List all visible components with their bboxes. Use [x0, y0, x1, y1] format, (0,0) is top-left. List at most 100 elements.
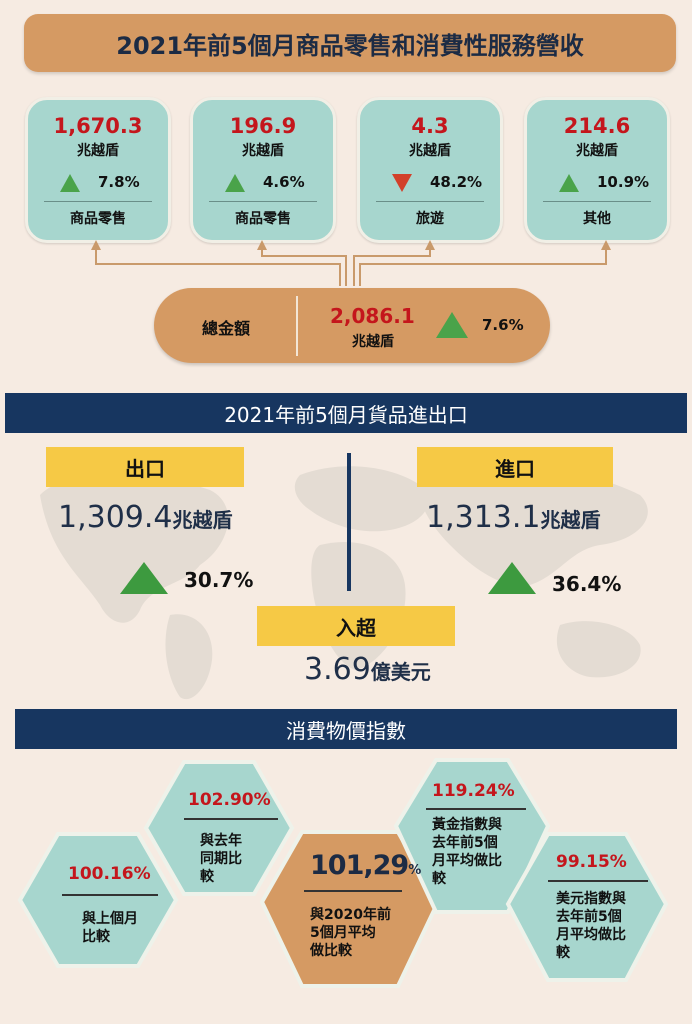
cpi-hexagons — [17, 758, 669, 988]
cpi-desc-usd: 美元指數與 去年前5個 月平均做比 較 — [556, 890, 626, 962]
cpi-divider — [426, 808, 526, 810]
cpi-desc-line: 與上個月 — [82, 911, 138, 927]
surplus-label: 入超 — [336, 615, 376, 640]
cpi-divider — [304, 890, 402, 892]
trade-divider — [347, 453, 351, 591]
cpi-desc-line: 黃金指數與 — [432, 817, 502, 833]
card-unit: 兆越盾 — [77, 143, 119, 159]
cpi-value-month: 100.16% — [68, 864, 151, 884]
cpi-desc-line: 美元指數與 — [556, 891, 626, 907]
trade-title-bar: 2021年前5個月貨品進出口 — [5, 393, 687, 433]
total-unit: 兆越盾 — [352, 334, 394, 350]
card-value: 1,670.3 — [53, 114, 143, 138]
import-amount: 1,313.1兆越盾 — [426, 500, 601, 535]
cpi-desc-line: 較 — [556, 945, 570, 961]
cpi-value-gold: 119.24% — [432, 781, 515, 801]
card-unit: 兆越盾 — [576, 143, 618, 159]
hexagon-shape — [143, 760, 295, 896]
total-value: 2,086.1 — [330, 304, 415, 328]
retail-card-other: 214.6 兆越盾 10.9% 其他 — [524, 97, 670, 243]
retail-title: 2021年前5個月商品零售和消費性服務營收 — [116, 31, 584, 60]
total-pill: 總金額 2,086.1 兆越盾 7.6% — [154, 288, 550, 363]
surplus-value: 3.69 — [304, 652, 371, 687]
cpi-desc-center: 與2020年前 5個月平均 做比較 — [310, 906, 391, 960]
retail-card-goods-2: 196.9 兆越盾 4.6% 商品零售 — [190, 97, 336, 243]
total-percent: 7.6% — [482, 316, 524, 334]
cpi-value-yoy: 102.90% — [188, 790, 271, 810]
cpi-value-center: 101,29% — [310, 850, 421, 881]
cpi-desc-line: 月平均做比 — [432, 853, 502, 869]
export-unit: 兆越盾 — [172, 508, 233, 532]
cpi-desc-line: 去年前5個 — [556, 909, 622, 925]
card-category: 旅遊 — [416, 211, 444, 227]
card-value: 196.9 — [229, 114, 297, 138]
down-arrow-icon — [392, 174, 412, 192]
surplus-unit: 億美元 — [370, 660, 431, 684]
hexagon-shape — [393, 758, 551, 914]
hexagon-shape — [17, 832, 179, 968]
import-percent: 36.4% — [552, 572, 622, 596]
card-category: 商品零售 — [70, 211, 126, 227]
up-arrow-icon — [436, 312, 468, 338]
cpi-title: 消費物價指數 — [286, 718, 406, 743]
card-divider — [543, 201, 651, 202]
up-arrow-icon — [488, 562, 536, 594]
hexagon-shape — [505, 832, 669, 982]
cpi-center-suffix: % — [408, 863, 422, 878]
cpi-divider — [62, 894, 158, 896]
cpi-desc-line: 較 — [432, 871, 446, 887]
cpi-desc-line: 較 — [200, 869, 214, 885]
total-divider — [296, 296, 298, 356]
export-amount: 1,309.4兆越盾 — [58, 500, 233, 535]
card-value: 214.6 — [563, 114, 631, 138]
retail-title-bar: 2021年前5個月商品零售和消費性服務營收 — [24, 14, 676, 72]
cpi-desc-line: 做比較 — [310, 943, 352, 959]
trade-title: 2021年前5個月貨品進出口 — [224, 402, 468, 427]
card-unit: 兆越盾 — [409, 143, 451, 159]
cpi-desc-line: 比較 — [82, 929, 110, 945]
cpi-desc-month: 與上個月 比較 — [82, 910, 138, 946]
cpi-value-usd: 99.15% — [556, 852, 627, 872]
retail-card-tourism: 4.3 兆越盾 48.2% 旅遊 — [357, 97, 503, 243]
cpi-divider — [548, 880, 648, 882]
import-unit: 兆越盾 — [540, 508, 601, 532]
cpi-divider — [184, 818, 278, 820]
card-category: 其他 — [583, 211, 611, 227]
up-arrow-icon — [60, 174, 80, 192]
card-unit: 兆越盾 — [242, 143, 284, 159]
export-label-box: 出口 — [46, 447, 244, 487]
export-label: 出口 — [125, 456, 165, 481]
cpi-desc-line: 月平均做比 — [556, 927, 626, 943]
import-label-box: 進口 — [417, 447, 613, 487]
import-value: 1,313.1 — [426, 500, 541, 535]
card-value: 4.3 — [411, 114, 449, 138]
card-percent: 7.8% — [98, 173, 140, 191]
up-arrow-icon — [120, 562, 168, 594]
card-divider — [376, 201, 484, 202]
cpi-desc-yoy: 與去年 同期比 較 — [200, 832, 242, 886]
card-percent: 48.2% — [430, 173, 483, 191]
surplus-amount: 3.69億美元 — [304, 652, 431, 687]
export-percent: 30.7% — [184, 568, 254, 592]
cpi-desc-line: 同期比 — [200, 851, 242, 867]
cpi-desc-gold: 黃金指數與 去年前5個 月平均做比 較 — [432, 816, 502, 888]
import-label: 進口 — [495, 456, 535, 481]
cpi-title-bar: 消費物價指數 — [15, 709, 677, 749]
card-divider — [44, 201, 152, 202]
cpi-center-number: 101,29 — [310, 850, 409, 881]
surplus-label-box: 入超 — [257, 606, 455, 646]
card-percent: 4.6% — [263, 173, 305, 191]
connector-lines — [91, 240, 611, 286]
card-percent: 10.9% — [597, 173, 650, 191]
total-label: 總金額 — [202, 319, 251, 338]
cpi-desc-line: 與去年 — [200, 833, 242, 849]
retail-card-goods: 1,670.3 兆越盾 7.8% 商品零售 — [25, 97, 171, 243]
up-arrow-icon — [559, 174, 579, 192]
card-category: 商品零售 — [235, 211, 291, 227]
card-divider — [209, 201, 317, 202]
export-value: 1,309.4 — [58, 500, 173, 535]
cpi-desc-line: 與2020年前 — [310, 907, 391, 923]
cpi-desc-line: 去年前5個 — [432, 835, 498, 851]
cpi-desc-line: 5個月平均 — [310, 925, 376, 941]
up-arrow-icon — [225, 174, 245, 192]
